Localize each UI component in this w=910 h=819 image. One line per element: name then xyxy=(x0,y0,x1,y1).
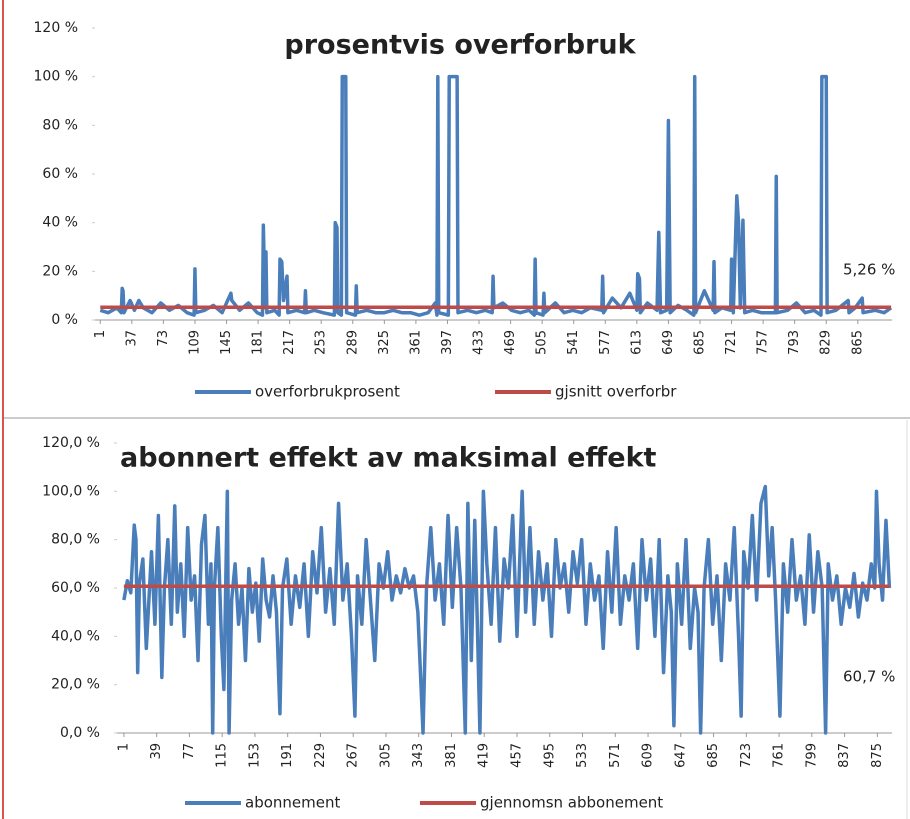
x-tick-label: 229 xyxy=(313,743,328,768)
x-tick-label: 793 xyxy=(787,330,802,355)
annotation: 60,7 % xyxy=(843,668,895,686)
x-tick-label: 419 xyxy=(477,743,492,768)
y-tick-label: 120 % xyxy=(34,20,78,36)
x-tick-label: 153 xyxy=(247,743,262,768)
x-tick-label: 289 xyxy=(345,330,360,355)
legend-label: abonnement xyxy=(245,794,340,812)
x-tick-label: 685 xyxy=(706,743,721,768)
x-tick-label: 267 xyxy=(346,743,361,768)
y-tick-label: 40 % xyxy=(42,215,78,231)
x-tick-label: 181 xyxy=(251,330,266,355)
x-tick-label: 1 xyxy=(93,330,108,338)
x-tick-label: 495 xyxy=(542,743,557,768)
y-tick-label: 60 % xyxy=(42,166,78,182)
x-tick-label: 39 xyxy=(149,743,164,760)
y-tick-label: 120,0 % xyxy=(42,435,100,451)
x-tick-label: 685 xyxy=(692,330,707,355)
x-tick-label: 723 xyxy=(739,743,754,768)
y-tick-label: 20,0 % xyxy=(51,677,100,693)
x-tick-label: 397 xyxy=(440,330,455,355)
y-tick-label: 0 % xyxy=(51,312,78,328)
x-tick-label: 381 xyxy=(444,743,459,768)
x-tick-label: 191 xyxy=(280,743,295,768)
x-tick-label: 829 xyxy=(819,330,834,355)
x-tick-label: 115 xyxy=(215,743,230,768)
x-tick-label: 609 xyxy=(641,743,656,768)
x-tick-label: 325 xyxy=(377,330,392,355)
x-tick-label: 649 xyxy=(661,330,676,355)
x-tick-label: 1 xyxy=(116,743,131,751)
x-tick-label: 469 xyxy=(503,330,518,355)
legend-label: gjsnitt overforbr xyxy=(555,383,677,401)
x-tick-label: 77 xyxy=(182,743,197,760)
x-tick-label: 457 xyxy=(510,743,525,768)
x-tick-label: 837 xyxy=(837,743,852,768)
chart-title: prosentvis overforbruk xyxy=(284,30,636,61)
x-tick-label: 73 xyxy=(156,330,171,347)
x-tick-label: 613 xyxy=(629,330,644,355)
y-tick-label: 100,0 % xyxy=(42,483,100,499)
x-tick-label: 721 xyxy=(724,330,739,355)
x-tick-label: 109 xyxy=(187,330,202,355)
x-tick-label: 217 xyxy=(282,330,297,355)
x-tick-label: 505 xyxy=(535,330,550,355)
x-tick-label: 533 xyxy=(575,743,590,768)
series-line xyxy=(99,74,893,317)
chart-title: abonnert effekt av maksimal effekt xyxy=(120,443,657,474)
x-tick-label: 875 xyxy=(870,743,885,768)
x-tick-label: 757 xyxy=(756,330,771,355)
y-tick-label: 80 % xyxy=(42,117,78,133)
x-tick-label: 541 xyxy=(566,330,581,355)
x-tick-label: 571 xyxy=(608,743,623,768)
annotation: 5,26 % xyxy=(843,261,895,279)
x-tick-label: 361 xyxy=(408,330,423,355)
y-tick-label: 0,0 % xyxy=(60,725,100,741)
x-tick-label: 253 xyxy=(314,330,329,355)
y-tick-label: 100 % xyxy=(34,69,78,85)
x-tick-label: 145 xyxy=(219,330,234,355)
series-line xyxy=(122,484,892,735)
x-tick-label: 433 xyxy=(472,330,487,355)
x-tick-label: 647 xyxy=(673,743,688,768)
x-tick-label: 305 xyxy=(378,743,393,768)
y-tick-label: 80,0 % xyxy=(51,532,100,548)
x-tick-label: 37 xyxy=(124,330,139,347)
y-tick-label: 40,0 % xyxy=(51,628,100,644)
x-tick-label: 865 xyxy=(850,330,865,355)
legend-label: gjennomsn abbonement xyxy=(480,794,663,812)
legend-label: overforbrukprosent xyxy=(255,383,400,401)
y-tick-label: 20 % xyxy=(42,263,78,279)
y-tick-label: 60,0 % xyxy=(51,580,100,596)
x-tick-label: 761 xyxy=(772,743,787,768)
x-tick-label: 577 xyxy=(598,330,613,355)
x-tick-label: 799 xyxy=(804,743,819,768)
x-tick-label: 343 xyxy=(411,743,426,768)
